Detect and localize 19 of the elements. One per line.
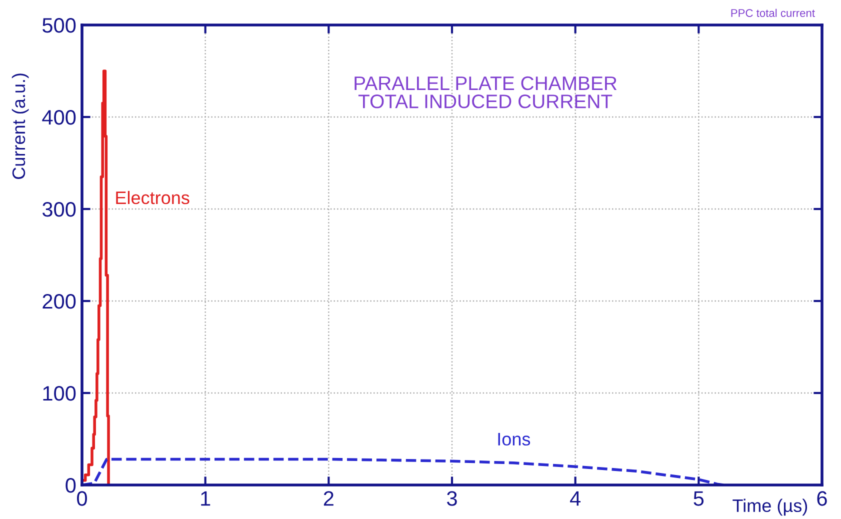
y-tick-label: 500 xyxy=(42,18,76,33)
x-tick-label: 4 xyxy=(570,491,581,506)
text: PPC total current xyxy=(731,8,815,17)
y-tick-label: 0 xyxy=(66,478,76,493)
y-tick-label: 200 xyxy=(42,294,76,309)
x-tick-label: 6 xyxy=(817,491,827,506)
x-axis-title: Time (µs) xyxy=(732,498,808,516)
x-tick-label: 2 xyxy=(324,491,334,506)
x-tick-label: 3 xyxy=(447,491,457,506)
y-tick-label: 400 xyxy=(42,110,76,125)
x-tick-label: 0 xyxy=(77,491,87,506)
series-label: Electrons xyxy=(116,190,190,204)
x-tick-label: 1 xyxy=(201,491,210,506)
y-tick-label: 100 xyxy=(43,386,76,401)
x-tick-label: 5 xyxy=(694,491,704,506)
annotation: PARALLEL PLATE CHAMBER TOTAL INDUCED CURRENT xyxy=(354,76,617,108)
y-axis-title: Current (a.u.) xyxy=(12,74,29,179)
series-label: Ions xyxy=(498,432,530,446)
y-tick-label: 300 xyxy=(42,202,76,217)
